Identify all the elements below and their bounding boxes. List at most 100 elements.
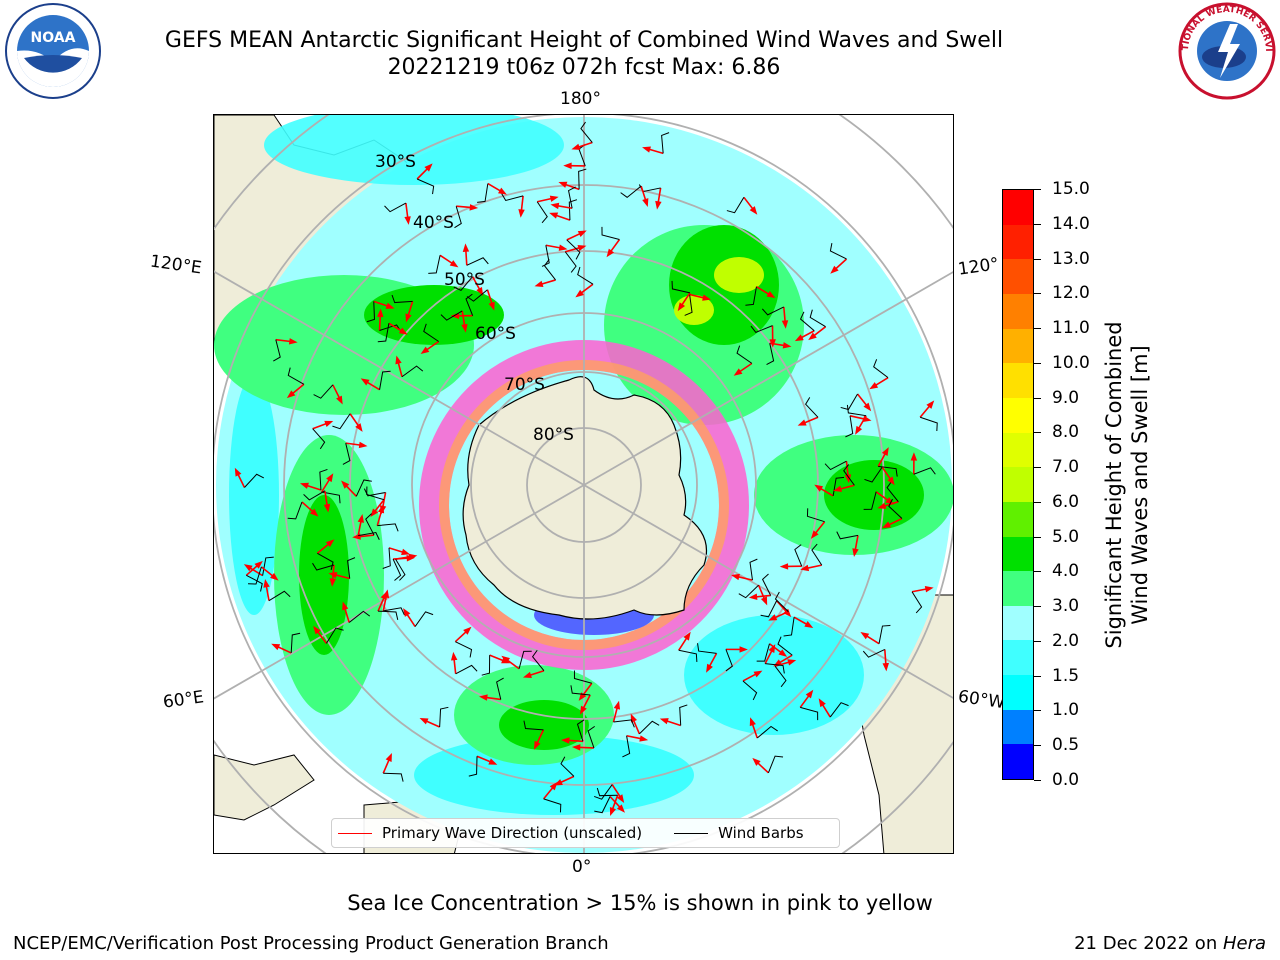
- wave-direction-arrow: [265, 584, 270, 601]
- wind-barb: [383, 607, 405, 616]
- wave-direction-arrow: [708, 652, 718, 668]
- colorbar-tick-label: 4.0: [1052, 561, 1080, 582]
- wave-direction-arrow: [236, 472, 246, 488]
- wave-direction-arrowhead: [830, 265, 839, 274]
- wave-direction-arrow: [397, 361, 403, 377]
- wave-direction-arrowhead: [263, 579, 270, 588]
- colorbar-tick-label: 15.0: [1052, 179, 1090, 199]
- wave-direction-arrow: [260, 566, 275, 578]
- wave-direction-arrowhead: [748, 593, 758, 600]
- wave-direction-arrowhead: [630, 713, 637, 723]
- wave-direction-arrowhead: [808, 332, 817, 341]
- wave-direction-arrow: [554, 214, 571, 221]
- colorbar: [1002, 189, 1034, 780]
- wind-barb: [531, 649, 545, 672]
- wave-direction-arrow: [678, 636, 689, 651]
- wind-barb: [620, 185, 642, 198]
- wind-barb: [477, 183, 489, 203]
- wave-direction-arrow: [484, 696, 501, 701]
- wind-barb: [756, 643, 770, 662]
- wave-direction-arrow: [405, 202, 409, 220]
- wave-direction-arrow: [321, 477, 331, 493]
- wave-direction-arrow: [640, 185, 647, 202]
- colorbar-segment: [1003, 328, 1033, 364]
- wave-direction-arrow: [845, 461, 849, 478]
- wave-direction-arrow: [577, 746, 594, 749]
- colorbar-tick-label: 9.0: [1052, 387, 1080, 408]
- map-svg: [214, 115, 953, 853]
- wind-barb: [246, 574, 263, 592]
- wind-barb: [401, 365, 424, 378]
- wind-barb: [750, 325, 773, 333]
- wind-barb: [765, 663, 785, 674]
- wind-barb: [836, 531, 859, 540]
- wind-barb: [639, 720, 660, 735]
- wind-barb: [366, 486, 385, 501]
- wave-direction-arrowhead: [355, 423, 363, 432]
- wave-direction-arrow: [486, 289, 494, 306]
- wave-direction-arrowhead: [877, 502, 887, 509]
- wind-barb: [587, 725, 595, 749]
- wave-direction-arrowhead: [659, 718, 669, 725]
- wave-direction-arrow: [566, 739, 584, 743]
- colorbar-segment: [1003, 467, 1033, 502]
- wave-direction-arrowhead: [449, 260, 459, 268]
- wind-barb: [455, 664, 478, 675]
- colorbar-segment: [1003, 224, 1033, 260]
- colorbar-tick-label: 3.0: [1052, 596, 1080, 617]
- wind-barb: [622, 735, 631, 758]
- graticule: [214, 115, 953, 853]
- wind-barb: [428, 255, 441, 274]
- wave-direction-arrowhead: [783, 608, 792, 618]
- colorbar-tick-label: 7.0: [1052, 457, 1080, 478]
- wind-barb: [414, 611, 434, 627]
- wind-barb: [661, 132, 670, 154]
- wind-barb: [536, 201, 548, 224]
- wave-direction-arrowhead: [882, 521, 892, 529]
- wave-direction-arrow: [424, 719, 440, 728]
- colorbar-segment: [1003, 675, 1033, 710]
- wind-barb: [358, 531, 380, 540]
- wave-direction-arrow: [563, 183, 580, 191]
- wave-direction-arrowhead: [639, 735, 649, 742]
- wind-barb: [829, 243, 847, 260]
- wind-barb: [911, 591, 923, 614]
- wind-barb: [543, 798, 562, 813]
- wind-barb: [862, 649, 886, 658]
- lat-label-70s: 70°S: [504, 375, 545, 395]
- wind-barb: [570, 685, 591, 696]
- wave-direction-arrow: [461, 310, 466, 327]
- wave-direction-arrow: [665, 719, 681, 727]
- lat-label-80s: 80°S: [533, 425, 574, 445]
- wave-direction-arrow: [275, 338, 292, 343]
- wind-barb: [440, 310, 463, 321]
- wind-barb: [697, 643, 717, 654]
- wave-direction-arrowhead: [286, 390, 296, 399]
- wind-barb: [613, 719, 635, 728]
- wave-direction-arrowhead: [706, 663, 713, 673]
- wind-barb: [888, 498, 903, 519]
- wave-direction-arrow: [454, 630, 468, 643]
- wave-direction-arrowhead: [924, 586, 934, 593]
- wave-direction-arrow: [626, 734, 643, 740]
- wave-direction-arrow: [778, 654, 793, 665]
- wind-barb: [767, 755, 784, 774]
- wave-direction-arrowhead: [766, 290, 776, 299]
- wave-direction-arrowhead: [360, 378, 370, 386]
- wind-barb: [761, 306, 785, 316]
- wind-barb: [365, 513, 375, 536]
- wave-direction-arrow: [290, 383, 305, 396]
- wave-direction-arrow: [334, 573, 350, 580]
- wave-direction-arrow: [276, 645, 292, 654]
- colorbar-tick: [1034, 362, 1041, 364]
- wind-barb: [342, 442, 351, 465]
- wave-direction-arrow: [875, 491, 890, 502]
- lon-label-60e: 60°E: [161, 687, 206, 713]
- polar-map: [213, 114, 954, 854]
- colorbar-tick: [1034, 501, 1041, 503]
- wave-direction-arrow: [919, 404, 932, 418]
- wave-direction-arrow: [882, 500, 899, 508]
- wind-barb: [578, 168, 587, 190]
- wave-direction-arrow: [742, 672, 758, 682]
- sea-ice-note: Sea Ice Concentration > 15% is shown in …: [347, 891, 933, 915]
